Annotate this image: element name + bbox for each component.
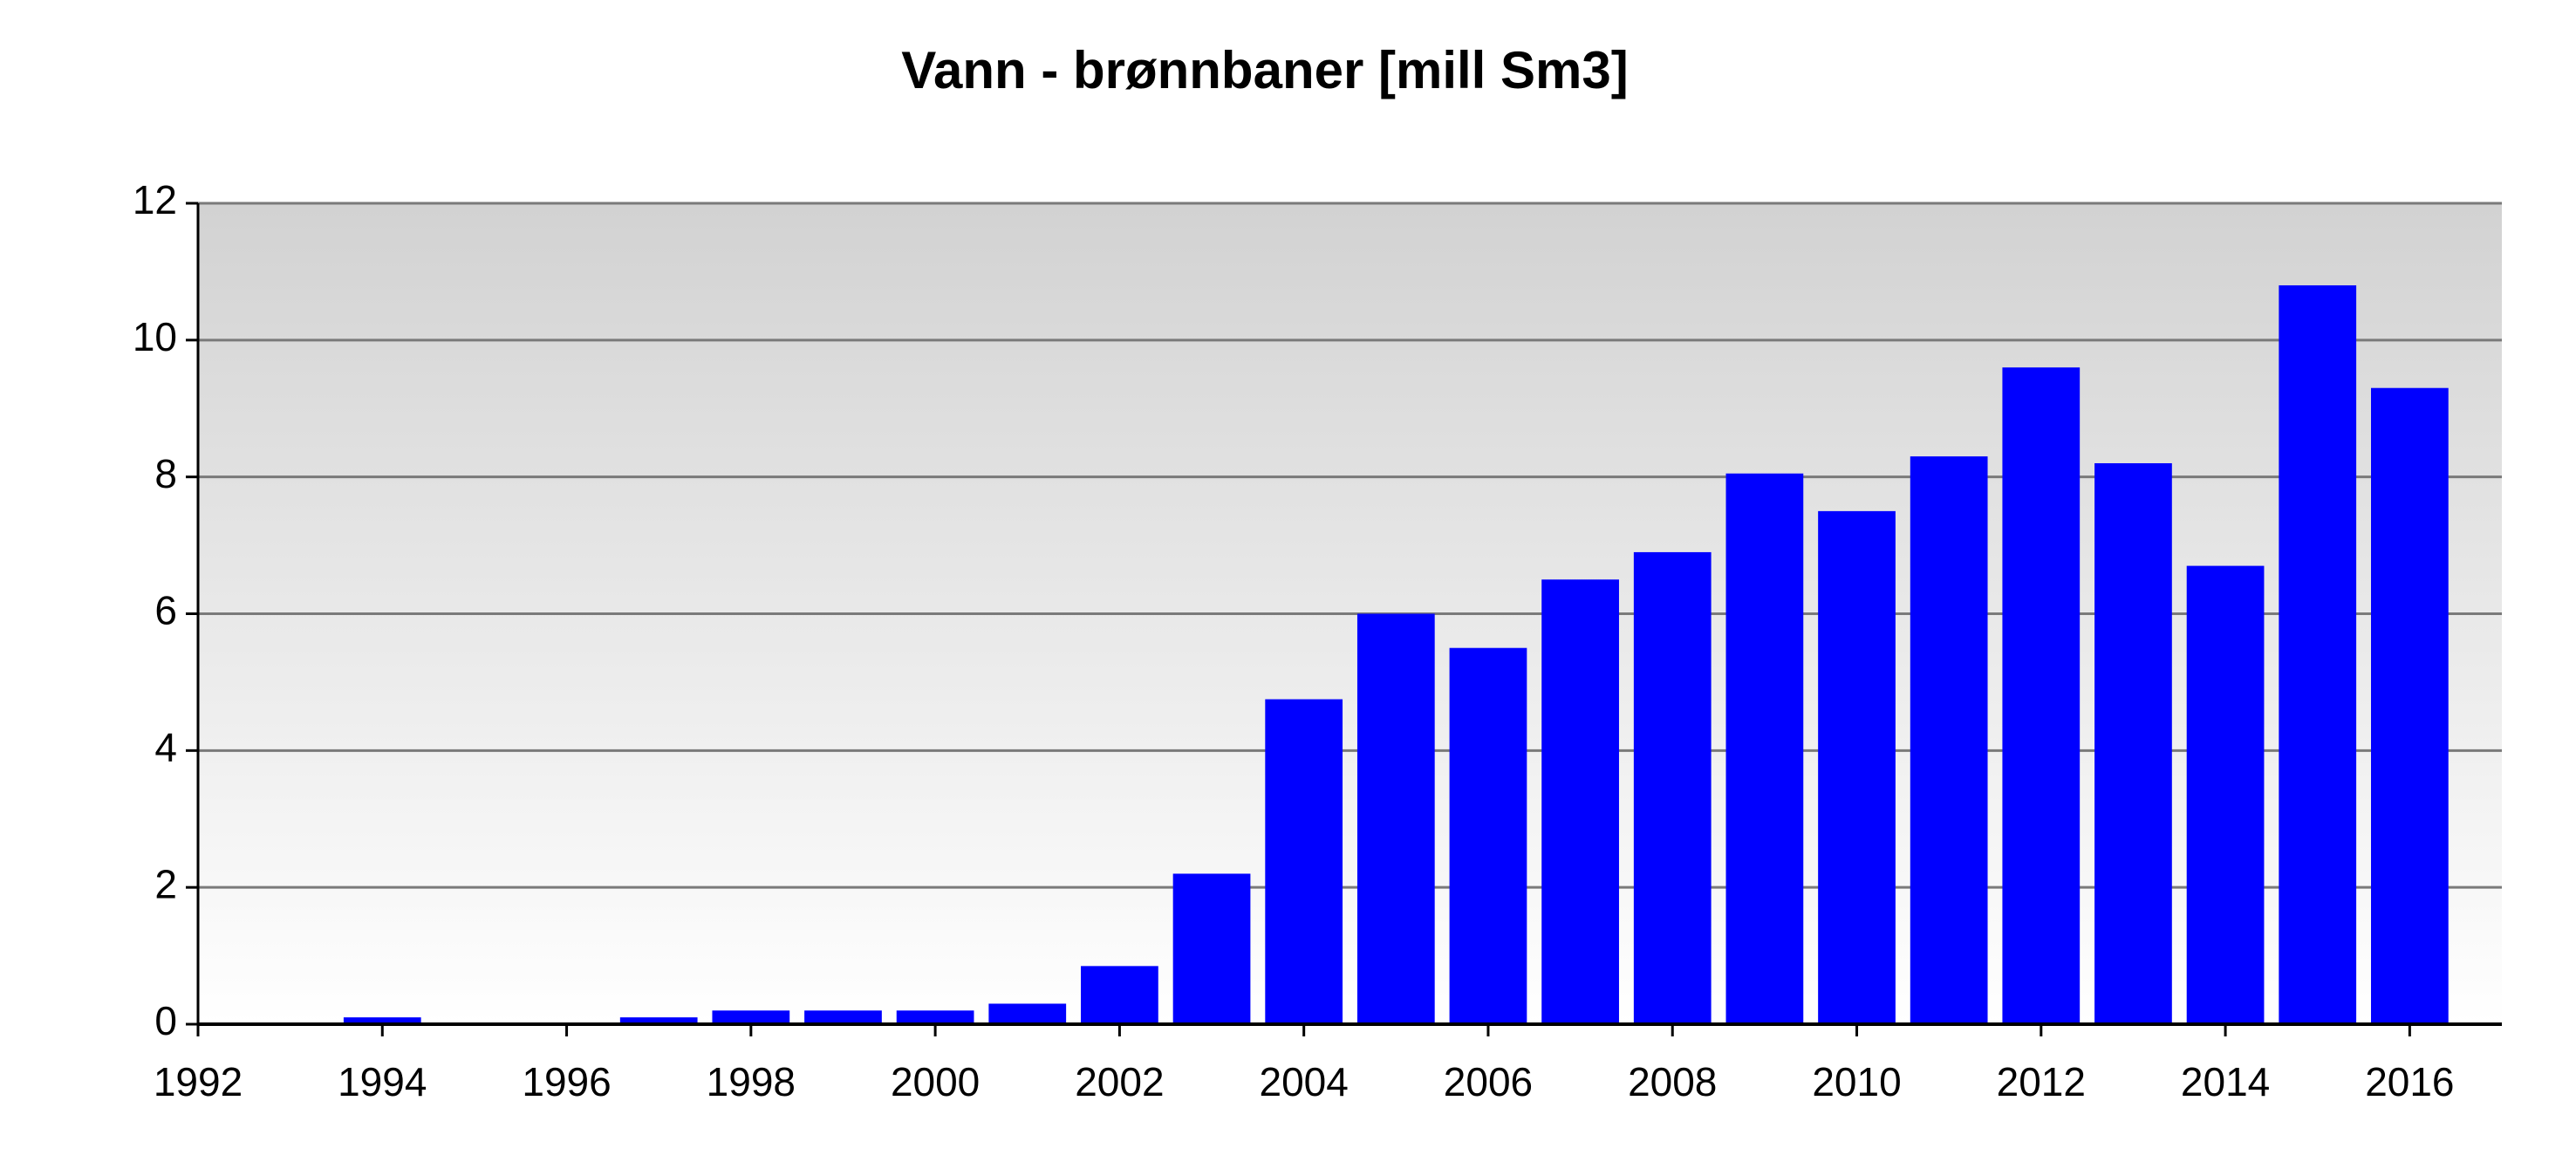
x-tick-label: 2004 [1260,1059,1349,1104]
y-tick-label: 0 [154,998,177,1043]
bar [1910,456,1988,1024]
bar [343,1017,421,1024]
x-tick-label: 1998 [707,1059,796,1104]
bar [1633,551,1712,1024]
bar [1081,966,1158,1024]
y-tick-label: 2 [154,861,177,906]
bar [1356,613,1435,1024]
bar [2279,285,2357,1025]
x-tick-label: 2012 [1997,1059,2086,1104]
bar [988,1003,1067,1024]
y-tick-label: 8 [154,451,177,496]
x-tick-label: 2014 [2181,1059,2270,1104]
y-tick-label: 12 [133,177,177,222]
y-tick-label: 6 [154,588,177,633]
bar [1265,699,1343,1024]
bar [1725,473,1804,1024]
bar [2370,387,2449,1025]
bar [1818,510,1896,1024]
x-tick-label: 1994 [338,1059,427,1104]
bar [1449,647,1527,1024]
bar [619,1017,698,1024]
bar [804,1010,882,1024]
bar [712,1010,790,1024]
y-tick-label: 4 [154,724,177,769]
x-tick-label: 2006 [1444,1059,1533,1104]
x-tick-label: 2002 [1075,1059,1164,1104]
x-tick-label: 2008 [1628,1059,1717,1104]
bar [1172,873,1251,1024]
bar [2186,565,2265,1024]
x-tick-label: 2016 [2365,1059,2454,1104]
bar [2094,462,2172,1024]
y-tick-label: 10 [133,314,177,359]
x-tick-label: 1996 [522,1059,611,1104]
x-tick-label: 2000 [891,1059,980,1104]
bar [896,1010,974,1024]
x-tick-label: 2010 [1812,1059,1901,1104]
chart-title: Vann - brønnbaner [mill Sm3] [901,41,1628,99]
bar [2002,367,2081,1024]
bar [1541,579,1619,1024]
x-tick-label: 1992 [154,1059,243,1104]
